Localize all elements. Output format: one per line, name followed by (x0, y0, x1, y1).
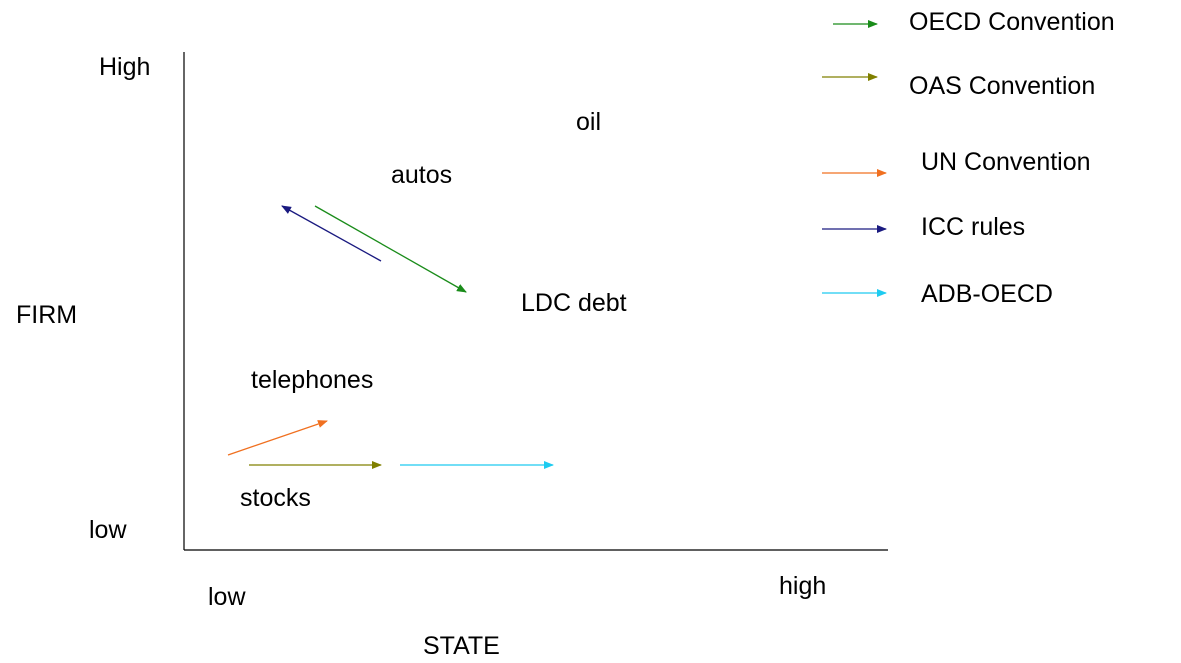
oecd-convention-arrow (314, 205, 467, 293)
item-autos: autos (391, 161, 453, 189)
y-axis-title: FIRM (16, 301, 78, 329)
item-ldc-debt: LDC debt (521, 289, 627, 317)
x-axis-high-label: high (779, 572, 827, 600)
item-oil: oil (576, 108, 602, 136)
legend-label-un: UN Convention (921, 148, 1091, 176)
item-stocks: stocks (240, 484, 311, 512)
legend-label-oecd: OECD Convention (909, 8, 1115, 36)
x-axis-title: STATE (423, 632, 500, 660)
y-axis-low-label: low (89, 516, 127, 544)
un-convention-arrow (227, 420, 328, 456)
icc-rules-arrow (281, 205, 382, 262)
y-axis-high-label: High (99, 53, 151, 81)
x-axis-low-label: low (208, 583, 246, 611)
legend-label-icc: ICC rules (921, 213, 1026, 241)
item-telephones: telephones (251, 366, 374, 394)
legend-label-adb: ADB-OECD (921, 280, 1053, 308)
legend-label-oas: OAS Convention (909, 72, 1096, 100)
